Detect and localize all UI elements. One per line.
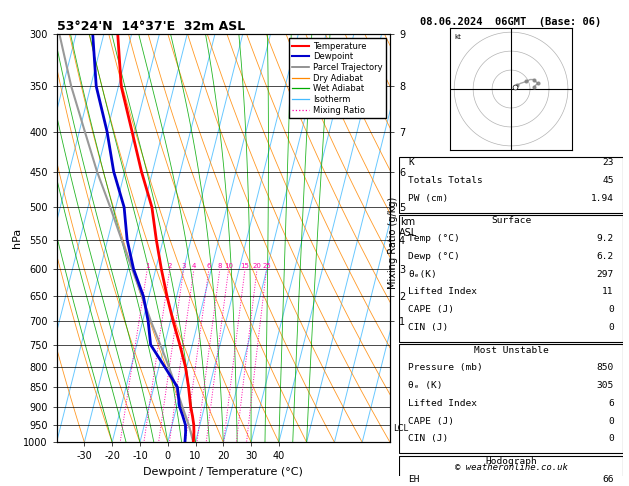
Text: Hodograph: Hodograph: [485, 457, 537, 466]
Text: Most Unstable: Most Unstable: [474, 346, 548, 355]
Text: 45: 45: [603, 176, 614, 185]
Text: LCL: LCL: [393, 424, 408, 433]
Text: Mixing Ratio (g/kg): Mixing Ratio (g/kg): [388, 197, 398, 289]
Text: EH: EH: [408, 475, 420, 484]
Text: K: K: [408, 158, 414, 167]
Text: 08.06.2024  06GMT  (Base: 06): 08.06.2024 06GMT (Base: 06): [420, 17, 602, 27]
Y-axis label: hPa: hPa: [12, 228, 21, 248]
Text: 53°24'N  14°37'E  32m ASL: 53°24'N 14°37'E 32m ASL: [57, 20, 245, 33]
Bar: [399, 344, 623, 453]
Text: Totals Totals: Totals Totals: [408, 176, 483, 185]
Text: 0: 0: [608, 305, 614, 314]
Bar: [399, 456, 623, 486]
Text: CIN (J): CIN (J): [408, 434, 448, 443]
Text: 6.2: 6.2: [596, 252, 614, 261]
Text: 0: 0: [608, 417, 614, 426]
Text: Lifted Index: Lifted Index: [408, 287, 477, 296]
Text: 6: 6: [207, 263, 211, 269]
Text: θₑ (K): θₑ (K): [408, 381, 443, 390]
Text: 25: 25: [262, 263, 271, 269]
Text: 0: 0: [608, 434, 614, 443]
Text: 4: 4: [192, 263, 196, 269]
Bar: [399, 215, 623, 342]
Text: © weatheronline.co.uk: © weatheronline.co.uk: [455, 463, 567, 471]
Text: Temp (°C): Temp (°C): [408, 234, 460, 243]
Text: PW (cm): PW (cm): [408, 193, 448, 203]
Text: 1: 1: [145, 263, 150, 269]
Text: CAPE (J): CAPE (J): [408, 417, 454, 426]
Text: 3: 3: [181, 263, 186, 269]
X-axis label: Dewpoint / Temperature (°C): Dewpoint / Temperature (°C): [143, 467, 303, 477]
Text: 15: 15: [240, 263, 250, 269]
Legend: Temperature, Dewpoint, Parcel Trajectory, Dry Adiabat, Wet Adiabat, Isotherm, Mi: Temperature, Dewpoint, Parcel Trajectory…: [289, 38, 386, 118]
Text: CIN (J): CIN (J): [408, 323, 448, 332]
Text: CAPE (J): CAPE (J): [408, 305, 454, 314]
Text: θₑ(K): θₑ(K): [408, 270, 437, 278]
Text: 305: 305: [596, 381, 614, 390]
Text: Pressure (mb): Pressure (mb): [408, 364, 483, 372]
Text: 0: 0: [608, 323, 614, 332]
Text: 9.2: 9.2: [596, 234, 614, 243]
Text: 8: 8: [218, 263, 222, 269]
Text: 10: 10: [224, 263, 233, 269]
Y-axis label: km
ASL: km ASL: [399, 217, 417, 238]
Text: Lifted Index: Lifted Index: [408, 399, 477, 408]
Text: 23: 23: [603, 158, 614, 167]
Text: 6: 6: [608, 399, 614, 408]
Text: 1.94: 1.94: [591, 193, 614, 203]
Text: Surface: Surface: [491, 216, 531, 226]
Text: 11: 11: [603, 287, 614, 296]
Text: 297: 297: [596, 270, 614, 278]
Text: 66: 66: [603, 475, 614, 484]
Bar: [399, 156, 623, 213]
Text: 850: 850: [596, 364, 614, 372]
Text: 2: 2: [167, 263, 172, 269]
Text: Dewp (°C): Dewp (°C): [408, 252, 460, 261]
Text: 20: 20: [253, 263, 262, 269]
